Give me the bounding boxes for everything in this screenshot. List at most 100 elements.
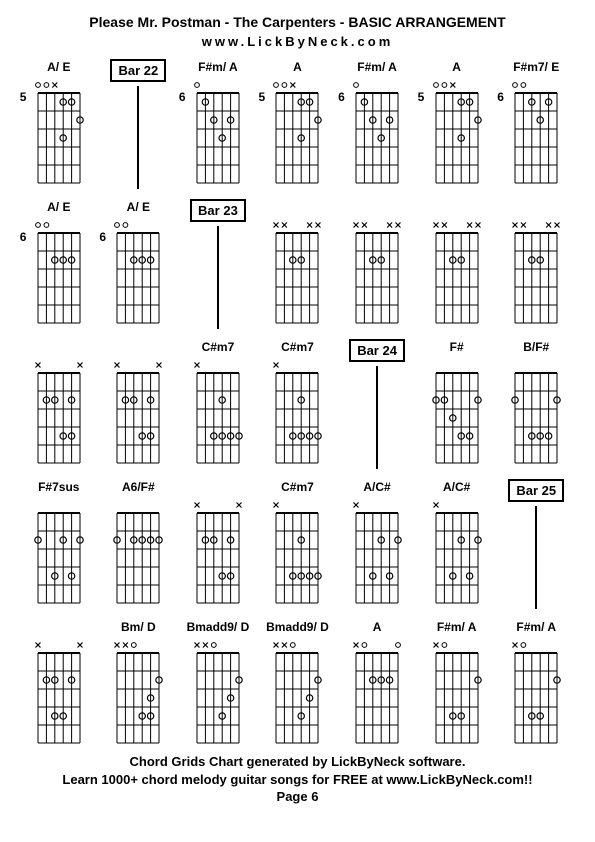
site-url: www.LickByNeck.com — [0, 30, 595, 55]
chord-diagram-svg — [348, 497, 406, 607]
chord-diagram-svg — [109, 217, 167, 327]
chord-name: F#m/ A — [357, 59, 397, 75]
chord-name — [535, 199, 538, 215]
bar-label: Bar 23 — [190, 199, 246, 222]
chord-diagram-svg — [428, 217, 486, 327]
footer-line-2: Learn 1000+ chord melody guitar songs fo… — [0, 771, 595, 789]
chord-cell — [340, 199, 414, 329]
chord-diagram-svg — [507, 217, 565, 327]
chord-cell: Bm/ D — [102, 619, 176, 747]
chord-diagram-wrap — [189, 637, 247, 747]
chord-name: Bm/ D — [121, 619, 156, 635]
footer-line-1: Chord Grids Chart generated by LickByNec… — [0, 753, 595, 771]
chord-diagram-svg — [348, 637, 406, 747]
chord-name — [137, 339, 140, 355]
chord-diagram-svg — [348, 217, 406, 327]
chord-cell: A/C# — [340, 479, 414, 609]
chord-name: B/F# — [523, 339, 549, 355]
chord-name: A/ E — [47, 59, 70, 75]
song-title: Please Mr. Postman - The Carpenters - BA… — [0, 0, 595, 30]
chord-diagram-svg — [189, 637, 247, 747]
chord-name: F# — [450, 339, 464, 355]
chord-name: F#m/ A — [516, 619, 556, 635]
chord-cell: A6/F# — [102, 479, 176, 609]
starting-fret: 5 — [258, 90, 265, 104]
chord-diagram-svg — [507, 77, 565, 187]
chord-diagram-svg — [109, 497, 167, 607]
chord-cell — [261, 199, 335, 329]
chord-diagram-svg — [189, 77, 247, 187]
chord-cell: B/F# — [499, 339, 573, 469]
chord-name: A — [452, 59, 461, 75]
starting-fret: 5 — [418, 90, 425, 104]
chord-cell: A5 — [420, 59, 494, 189]
chord-diagram-wrap: 6 — [507, 77, 565, 187]
chord-name: C#m7 — [202, 339, 235, 355]
bar-label: Bar 25 — [508, 479, 564, 502]
starting-fret: 6 — [20, 230, 27, 244]
chord-cell: C#m7 — [261, 339, 335, 469]
footer: Chord Grids Chart generated by LickByNec… — [0, 747, 595, 806]
chord-cell: Bmadd9/ D — [181, 619, 255, 747]
chord-name: A — [373, 619, 382, 635]
chord-name: F#7sus — [38, 479, 79, 495]
chord-name: Bmadd9/ D — [266, 619, 329, 635]
chord-cell: F#m/ A6 — [340, 59, 414, 189]
chord-diagram-wrap — [507, 637, 565, 747]
chord-diagram-wrap — [428, 497, 486, 607]
chord-cell — [181, 479, 255, 609]
chord-name — [375, 199, 378, 215]
chord-cell: A/ E5 — [22, 59, 96, 189]
chord-diagram-wrap — [268, 497, 326, 607]
bar-separator: Bar 22 — [102, 59, 176, 189]
bar-separator-line — [137, 86, 139, 189]
chord-diagram-wrap — [507, 357, 565, 467]
bar-separator: Bar 24 — [340, 339, 414, 469]
chord-name — [216, 479, 219, 495]
chord-cell: A/ E6 — [22, 199, 96, 329]
chord-grid: A/ E5Bar 22F#m/ A6A5F#m/ A6A5F#m7/ E6A/ … — [0, 55, 595, 747]
bar-separator-line — [376, 366, 378, 469]
chord-diagram-svg — [348, 77, 406, 187]
chord-diagram-wrap — [507, 217, 565, 327]
chord-name: F#m/ A — [437, 619, 477, 635]
chord-diagram-wrap: 6 — [30, 217, 88, 327]
chord-diagram-svg — [268, 77, 326, 187]
chord-diagram-svg — [189, 497, 247, 607]
chord-cell — [102, 339, 176, 469]
chord-diagram-svg — [268, 497, 326, 607]
chord-diagram-svg — [428, 637, 486, 747]
chord-diagram-wrap: 6 — [189, 77, 247, 187]
chord-diagram-wrap — [189, 497, 247, 607]
chord-diagram-wrap — [268, 357, 326, 467]
chord-cell — [499, 199, 573, 329]
chord-diagram-wrap — [268, 637, 326, 747]
starting-fret: 6 — [99, 230, 106, 244]
chord-diagram-svg — [428, 497, 486, 607]
chord-diagram-wrap: 6 — [109, 217, 167, 327]
chord-cell — [22, 619, 96, 747]
chord-diagram-wrap — [348, 217, 406, 327]
page-container: Please Mr. Postman - The Carpenters - BA… — [0, 0, 595, 842]
chord-diagram-svg — [30, 357, 88, 467]
chord-diagram-svg — [268, 637, 326, 747]
chord-diagram-wrap — [109, 637, 167, 747]
chord-diagram-svg — [189, 357, 247, 467]
chord-cell: A/C# — [420, 479, 494, 609]
chord-diagram-wrap — [109, 497, 167, 607]
chord-name: A/ E — [127, 199, 150, 215]
chord-name: F#m/ A — [198, 59, 238, 75]
chord-diagram-svg — [268, 217, 326, 327]
chord-diagram-wrap — [428, 217, 486, 327]
chord-name — [455, 199, 458, 215]
chord-cell: C#m7 — [181, 339, 255, 469]
chord-diagram-svg — [507, 357, 565, 467]
chord-cell: A — [340, 619, 414, 747]
chord-diagram-wrap — [189, 357, 247, 467]
starting-fret: 6 — [179, 90, 186, 104]
chord-name: Bmadd9/ D — [187, 619, 250, 635]
starting-fret: 6 — [497, 90, 504, 104]
chord-diagram-wrap: 5 — [428, 77, 486, 187]
bar-separator: Bar 25 — [499, 479, 573, 609]
chord-diagram-wrap: 5 — [268, 77, 326, 187]
